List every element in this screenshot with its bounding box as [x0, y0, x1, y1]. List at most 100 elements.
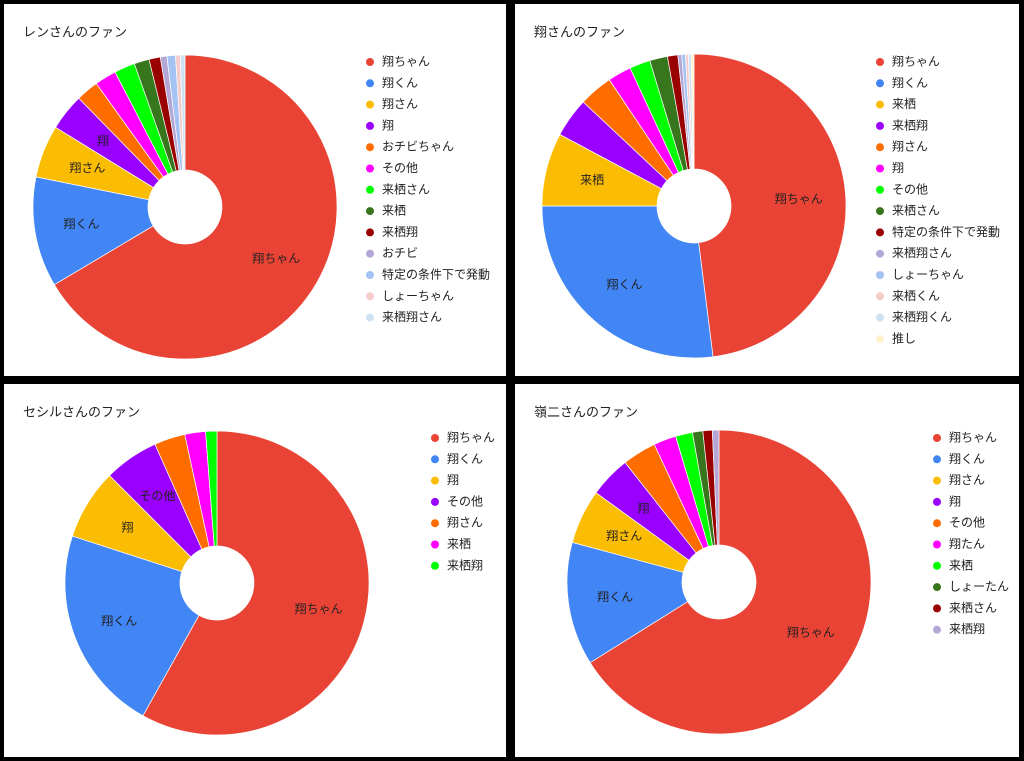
slice-label: 翔さん — [69, 161, 105, 175]
legend-marker — [933, 604, 941, 613]
slice-label: 翔ちゃん — [295, 602, 343, 616]
legend-label: おチビ — [382, 246, 418, 260]
legend-label: その他 — [382, 161, 418, 175]
legend-marker — [431, 455, 439, 464]
legend-marker — [431, 561, 439, 570]
pie-slice — [205, 430, 218, 547]
legend-label: しょーちゃん — [382, 289, 454, 303]
pie-slice — [589, 429, 872, 735]
slice-label: 翔 — [97, 134, 109, 148]
legend-marker — [876, 121, 884, 130]
slice-label: 来栖 — [580, 172, 604, 187]
pie-slice — [32, 176, 154, 286]
slice-label: その他 — [139, 489, 175, 503]
pie-slice — [53, 54, 338, 360]
legend-label: 来栖翔さん — [382, 309, 442, 324]
legend-label: その他 — [949, 516, 985, 530]
legend-marker — [876, 185, 884, 194]
legend-marker — [876, 164, 884, 173]
legend-label: 翔さん — [382, 97, 418, 111]
legend-label: 来栖翔 — [949, 621, 985, 636]
legend-marker — [366, 58, 374, 66]
legend-label: その他 — [892, 182, 928, 196]
legend-label: 翔たん — [949, 537, 985, 551]
legend-marker — [933, 455, 941, 464]
legend-label: 翔ちゃん — [949, 431, 997, 445]
legend-label: 翔さん — [892, 140, 928, 154]
chart-title: 嶺二さんのファン — [534, 406, 638, 421]
slice-label: 翔ちゃん — [252, 251, 300, 265]
legend-marker — [876, 207, 884, 216]
legend-marker — [876, 143, 884, 152]
legend-label: 来栖 — [447, 536, 471, 551]
legend-marker — [431, 519, 439, 528]
legend-label: 翔くん — [949, 452, 985, 466]
pie-slice — [64, 535, 200, 717]
legend-marker — [933, 625, 941, 634]
legend-marker — [933, 561, 941, 570]
chart-panel: 嶺二さんのファン翔ちゃん翔くん翔さん翔翔ちゃん翔くん翔さん翔その他翔たん来栖しょ… — [515, 384, 1019, 757]
legend-label: 来栖翔 — [382, 224, 418, 239]
legend-label: 来栖翔 — [447, 557, 483, 572]
legend-marker — [366, 271, 374, 279]
legend-marker — [876, 292, 884, 301]
slice-label: 翔ちゃん — [787, 625, 835, 639]
legend-label: 来栖翔くん — [892, 309, 952, 324]
legend-marker — [366, 143, 374, 152]
slice-label: 翔ちゃん — [775, 192, 823, 206]
legend-marker — [366, 292, 374, 301]
chart-panel: レンさんのファン翔ちゃん翔くん翔さん翔翔ちゃん翔くん翔さん翔おチビちゃんその他来… — [4, 4, 506, 376]
legend-label: 翔さん — [949, 473, 985, 487]
legend-label: 特定の条件下で発動 — [892, 224, 1000, 239]
legend-label: 来栖さん — [949, 600, 997, 615]
legend-label: 来栖翔 — [892, 117, 928, 132]
legend-label: 翔くん — [382, 76, 418, 90]
legend-marker — [933, 434, 941, 442]
legend-marker — [366, 121, 374, 130]
legend-label: 翔くん — [447, 452, 483, 466]
chart-title: レンさんのファン — [23, 26, 127, 41]
legend-marker — [933, 476, 941, 485]
legend-label: 翔ちゃん — [382, 55, 430, 69]
legend-marker — [366, 249, 374, 258]
legend-label: しょーちゃん — [892, 268, 964, 282]
legend-label: 翔 — [892, 161, 904, 175]
pie-slice — [142, 430, 370, 736]
slice-label: 翔くん — [607, 277, 643, 291]
pie-slice — [693, 53, 847, 358]
pie-slice — [541, 205, 714, 359]
legend-marker — [876, 228, 884, 237]
legend-marker — [876, 58, 884, 66]
legend-marker — [933, 583, 941, 592]
legend-label: しょーたん — [949, 580, 1009, 594]
legend-label: 翔 — [382, 118, 394, 132]
legend-label: 来栖くん — [892, 288, 940, 303]
legend-label: 来栖 — [949, 557, 973, 572]
legend-label: 来栖 — [382, 203, 406, 218]
slice-label: 翔 — [637, 502, 649, 516]
slice-label: 翔さん — [606, 529, 642, 543]
legend-marker — [366, 164, 374, 173]
legend-marker — [933, 540, 941, 549]
legend-label: 翔くん — [892, 76, 928, 90]
pie-slice — [711, 429, 720, 546]
legend-marker — [431, 476, 439, 485]
chart-panel: 翔さんのファン翔ちゃん翔くん来栖翔ちゃん翔くん来栖来栖翔翔さん翔その他来栖さん特… — [515, 4, 1019, 376]
legend-marker — [366, 207, 374, 216]
legend-marker — [366, 313, 374, 322]
legend-marker — [876, 271, 884, 279]
legend-marker — [431, 434, 439, 442]
legend-label: 特定の条件下で発動 — [382, 267, 490, 282]
legend-marker — [876, 334, 884, 343]
legend-label: 翔ちゃん — [447, 431, 495, 445]
slice-label: 翔くん — [597, 590, 633, 604]
legend-marker — [431, 540, 439, 549]
legend-label: 来栖 — [892, 96, 916, 111]
slice-label: 翔くん — [101, 614, 137, 628]
slice-label: 翔くん — [63, 217, 99, 231]
legend-marker — [876, 100, 884, 109]
legend-label: 翔 — [447, 473, 459, 487]
pie-slice — [179, 54, 186, 171]
